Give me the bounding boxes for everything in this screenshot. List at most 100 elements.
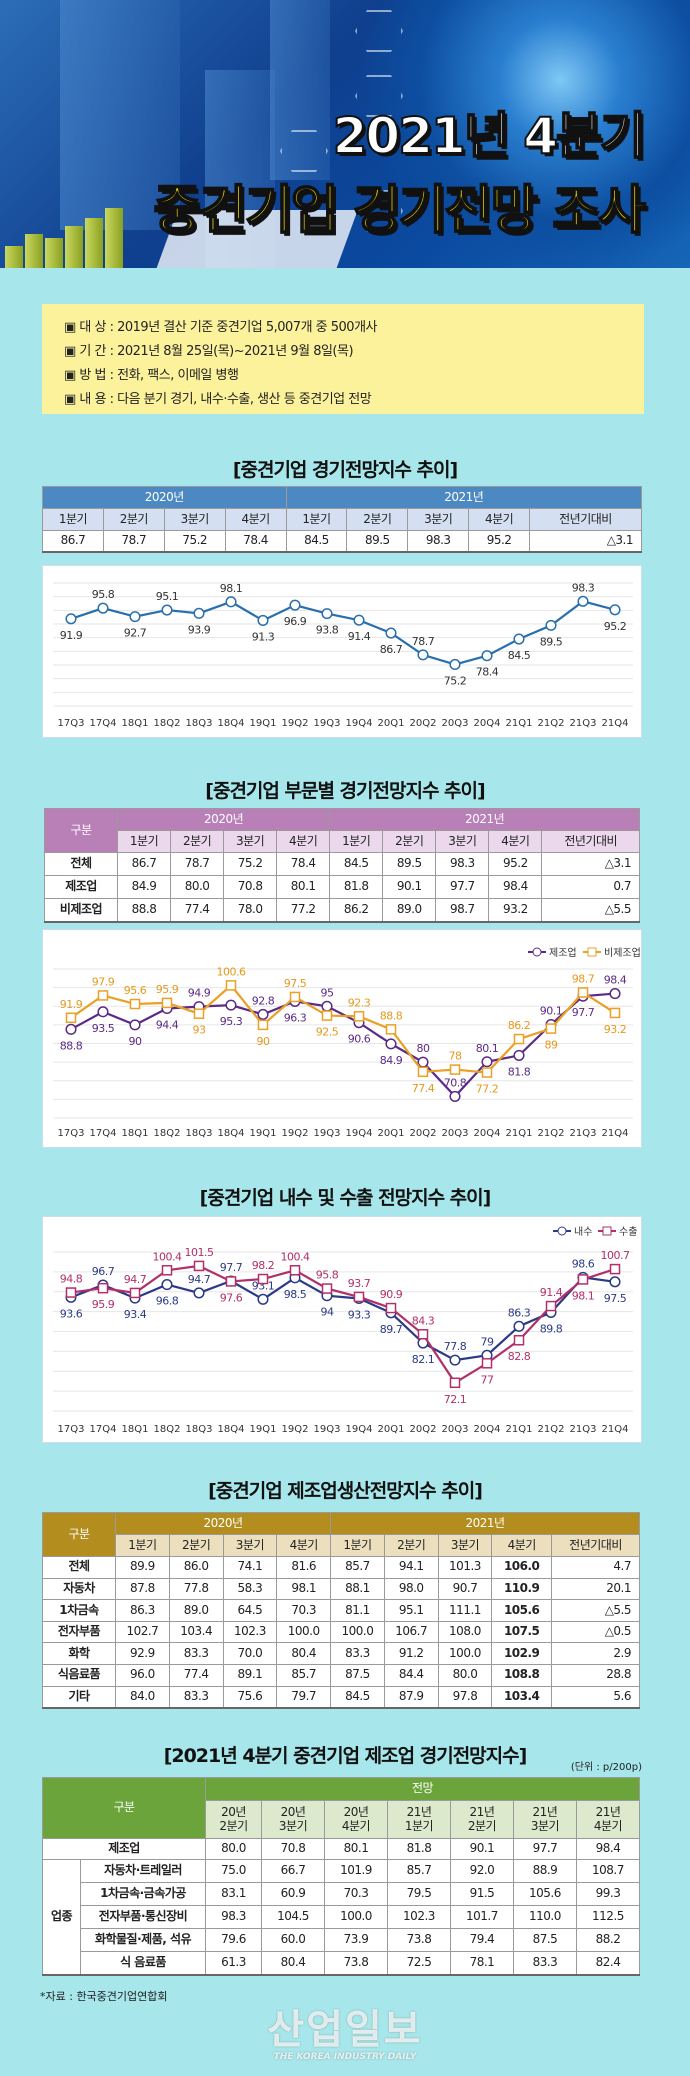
table-row: 식음료품 96.0 77.4 89.1 85.7 87.5 84.4 80.0 108.8 28.…: [42, 1663, 640, 1687]
table-cell: 83.3: [168, 1642, 224, 1665]
section-title-domestic-export: [중견기업 내수 및 수출 전망지수 추이]: [199, 1187, 492, 1209]
table-cell: 73.8: [386, 1928, 451, 1952]
table-cell: 75.2: [223, 852, 278, 876]
data-label: 90: [129, 1035, 142, 1048]
table-cell: 85.7: [386, 1859, 451, 1883]
data-label: 93.1: [252, 1279, 275, 1292]
table-cell: 88.9: [512, 1859, 577, 1883]
building-graphic: [60, 0, 180, 230]
row-label: 1차금속: [42, 1599, 116, 1622]
quarter-header: 2분기: [346, 508, 409, 531]
table-cell: 78.1: [449, 1951, 514, 1975]
x-tick-label: 20Q4: [474, 1424, 501, 1435]
legend-square-icon: [587, 947, 597, 957]
table-cell: 81.8: [329, 875, 384, 899]
x-tick-label: 20Q2: [410, 1128, 437, 1139]
data-label: 95.9: [156, 983, 179, 996]
data-label: 94.4: [156, 1018, 179, 1031]
x-tick-label: 20Q4: [474, 718, 501, 729]
table-cell: 93.2: [488, 898, 543, 922]
table-cell: 92.0: [449, 1859, 514, 1883]
table-cell: 83.1: [204, 1882, 263, 1906]
data-label: 94.7: [124, 1273, 147, 1286]
x-tick-label: 19Q1: [250, 1424, 277, 1435]
table-cell: 103.4: [491, 1685, 553, 1709]
data-label: 98.1: [220, 582, 243, 595]
quarter-header: 전년기대비: [551, 1534, 640, 1557]
data-point: [161, 604, 173, 616]
table-cell: 89.0: [382, 898, 437, 922]
x-tick-label: 18Q4: [218, 718, 245, 729]
table-cell: 90.1: [382, 875, 437, 899]
table-cell: 70.8: [223, 875, 278, 899]
data-label: 95.8: [92, 588, 115, 601]
x-tick-label: 20Q2: [410, 718, 437, 729]
data-label: 100.4: [153, 1250, 182, 1263]
data-label: 82.8: [508, 1350, 531, 1363]
table-cell: 100.0: [437, 1642, 493, 1665]
table-cell: 89.5: [382, 852, 437, 876]
data-label: 98.4: [604, 974, 627, 987]
legend-label: 수출: [619, 1226, 637, 1238]
table-row: 제조업 80.0 70.8 80.1 81.8 90.1 97.7 98.4: [42, 1838, 641, 1860]
chart-svg: 17Q3 17Q4 18Q1 18Q2 18Q3 18Q4 19Q1 19Q2 19Q3 19Q4…: [53, 581, 633, 729]
quarter-header: 1분기: [285, 508, 348, 531]
table-cell: △0.5: [551, 1620, 640, 1644]
year-header: 2021년: [329, 808, 640, 831]
data-point: [481, 1358, 493, 1369]
table-cell: 84.5: [329, 852, 384, 876]
building-graphic: [270, 0, 330, 180]
table-cell: 86.7: [116, 852, 172, 876]
table-row: 1차금속·금속가공 83.1 60.9 70.3 79.5 91.5 105.6 99.3: [43, 1882, 641, 1906]
table-row: 제조업 84.9 80.0 70.8 80.1 81.8 90.1 97.7 98.4 0.7: [44, 875, 640, 899]
data-label: 91.4: [540, 1286, 563, 1299]
corner-header: 구분: [42, 1777, 206, 1839]
quarter-header: 20년 2분기: [204, 1800, 263, 1839]
table-cell: 89.9: [115, 1556, 170, 1579]
table-cell: 80.4: [276, 1642, 332, 1665]
data-point: [321, 1283, 333, 1294]
x-tick-label: 19Q1: [250, 1128, 277, 1139]
table-cell: 70.0: [222, 1642, 278, 1665]
data-label: 92.8: [252, 994, 275, 1007]
row-label: 화학: [42, 1642, 116, 1665]
logo-english: THE KOREA INDUSTRY DAILY: [273, 2052, 417, 2062]
x-tick-label: 18Q1: [122, 1128, 149, 1139]
data-label: 100.4: [281, 1250, 310, 1263]
outlook-index-chart: 17Q3 17Q4 18Q1 18Q2 18Q3 18Q4 19Q1 19Q2 19Q3 19Q4…: [42, 565, 642, 738]
x-tick-label: 20Q4: [474, 1128, 501, 1139]
table-cell: 80.1: [324, 1838, 388, 1860]
data-point: [65, 1287, 77, 1298]
data-point: [65, 613, 77, 625]
table-row: 화학물질·제품, 석유 79.6 60.0 73.9 73.8 79.4 87.5 88.2: [43, 1928, 641, 1952]
data-point: [449, 1090, 461, 1102]
data-point: [513, 1049, 525, 1061]
x-tick-label: 17Q3: [58, 1128, 85, 1139]
table-cell: 94.1: [383, 1556, 439, 1579]
data-label: 100.6: [217, 965, 246, 978]
data-label: 91.9: [60, 998, 83, 1011]
data-label: 90.6: [348, 1033, 371, 1046]
data-label: 91.3: [252, 630, 275, 643]
table-cell: 108.8: [491, 1663, 553, 1687]
legend-circle-icon: [557, 1226, 567, 1236]
section-title-sector-index: [중견기업 부문별 경기전망지수 추이]: [205, 780, 485, 802]
table-cell: 83.3: [512, 1951, 577, 1975]
table-cell: 84.5: [330, 1685, 385, 1709]
table-cell: 5.6: [551, 1685, 640, 1709]
table-cell: 99.3: [575, 1882, 641, 1906]
data-point: [193, 1008, 205, 1019]
table-cell: 73.9: [324, 1928, 388, 1952]
row-label: 식 음료품: [80, 1951, 206, 1975]
data-label: 94.9: [188, 987, 211, 1000]
table-cell: 95.2: [488, 852, 543, 876]
table-cell: 84.4: [383, 1663, 439, 1687]
section-title-production-index: [중견기업 제조업생산전망지수 추이]: [208, 1480, 483, 1502]
table-cell: 79.4: [449, 1928, 514, 1952]
data-point: [513, 633, 525, 645]
quarter-header: 21년 2분기: [449, 1800, 514, 1839]
data-label: 95.6: [124, 984, 147, 997]
row-label: 1차금속·금속가공: [80, 1882, 206, 1906]
year-header: 2021년: [285, 486, 642, 509]
data-label: 96.3: [284, 1011, 307, 1024]
